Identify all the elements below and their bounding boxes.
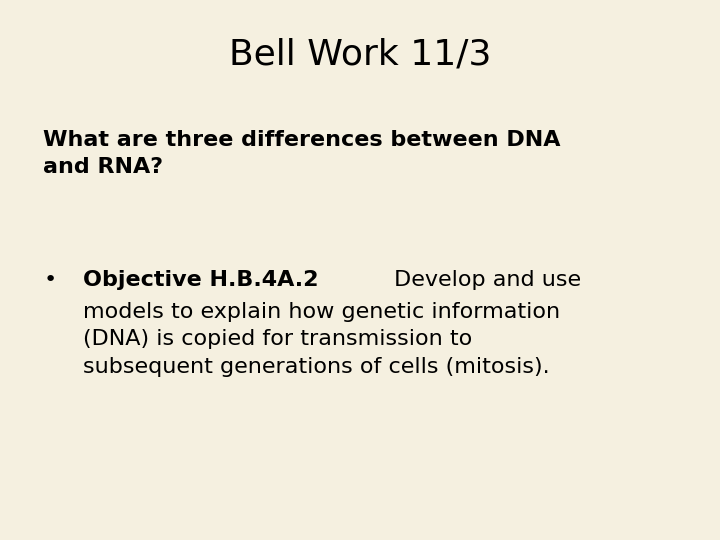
Text: Develop and use: Develop and use xyxy=(387,270,581,290)
Text: Bell Work 11/3: Bell Work 11/3 xyxy=(229,38,491,72)
Text: What are three differences between DNA
and RNA?: What are three differences between DNA a… xyxy=(43,130,561,177)
Text: •: • xyxy=(43,270,56,290)
Text: models to explain how genetic information
(DNA) is copied for transmission to
su: models to explain how genetic informatio… xyxy=(83,302,560,376)
Text: Objective H.B.4A.2: Objective H.B.4A.2 xyxy=(83,270,318,290)
